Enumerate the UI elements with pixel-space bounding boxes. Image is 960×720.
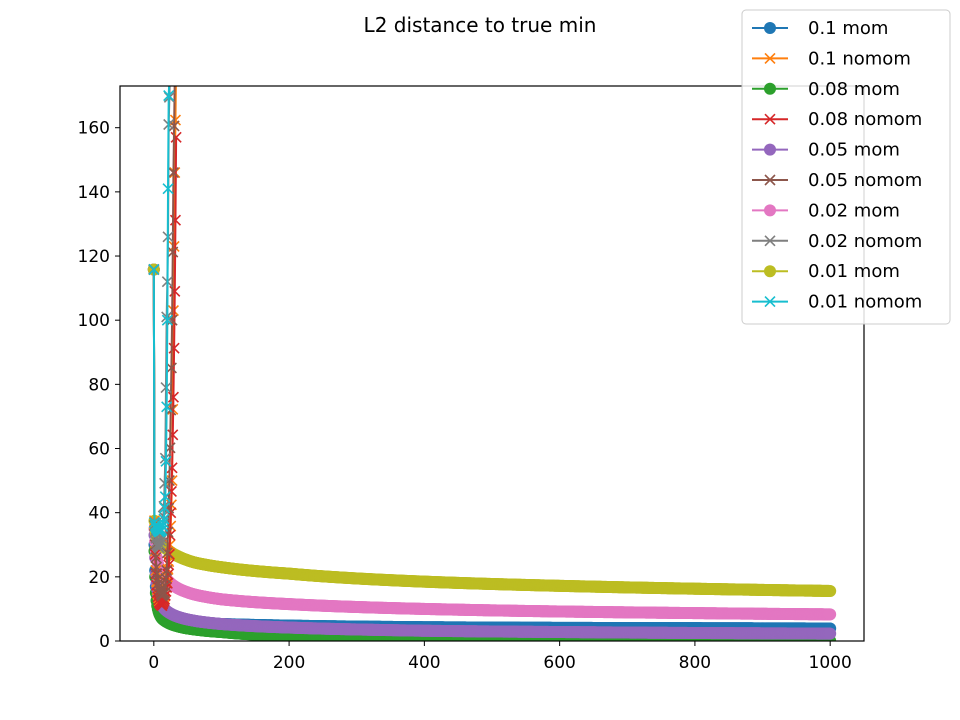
- series-line: [152, 269, 831, 616]
- series-0-02-mom: [147, 263, 837, 621]
- data-point: [824, 608, 837, 621]
- series-0-05-mom: [147, 263, 837, 640]
- series-0-01-mom: [147, 263, 837, 597]
- series-layer: [147, 86, 837, 641]
- data-point: [824, 627, 837, 640]
- series-line: [152, 269, 831, 592]
- chart-title: L2 distance to true min: [364, 13, 597, 37]
